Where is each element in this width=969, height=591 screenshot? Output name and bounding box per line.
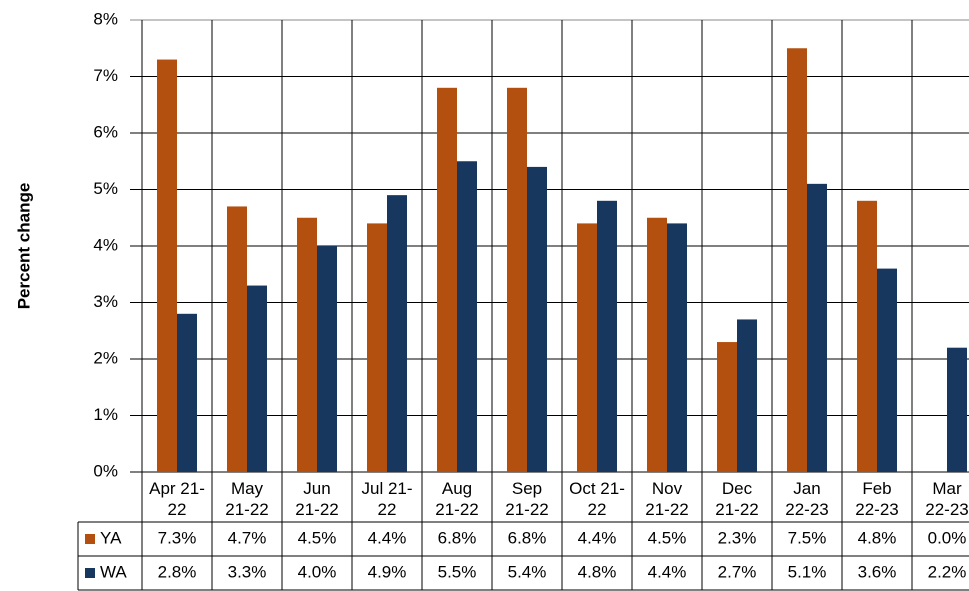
y-tick-label: 3% — [93, 292, 118, 311]
bar — [577, 223, 597, 472]
table-value: 4.5% — [648, 528, 687, 547]
x-tick-label: Aug 21-22 — [435, 479, 479, 519]
x-tick-label: Jul 21-22 — [361, 479, 413, 519]
table-value: 5.4% — [508, 562, 547, 581]
table-value: 6.8% — [508, 528, 547, 547]
y-tick-label: 6% — [93, 122, 118, 141]
bar — [807, 183, 827, 472]
x-tick-label: Apr 21-22 — [149, 479, 205, 519]
y-tick-label: 7% — [93, 66, 118, 85]
y-tick-label: 1% — [93, 405, 118, 424]
x-tick-label: Nov 21-22 — [645, 479, 689, 519]
x-tick-label: Jan 22-23 — [785, 479, 829, 519]
x-tick-label: Jun 21-22 — [295, 479, 339, 519]
bar — [437, 87, 457, 473]
table-value: 2.2% — [928, 562, 967, 581]
bar — [527, 166, 547, 472]
table-value: 6.8% — [438, 528, 477, 547]
bar — [177, 313, 197, 472]
bar — [947, 347, 967, 472]
table-value: 2.3% — [718, 528, 757, 547]
x-tick-label: Oct 21-22 — [569, 479, 625, 519]
bar — [857, 200, 877, 473]
x-tick-label: Dec 21-22 — [715, 479, 759, 519]
legend-label: WA — [100, 562, 127, 581]
legend-swatch — [85, 534, 95, 544]
bar — [597, 200, 617, 473]
y-tick-label: 4% — [93, 235, 118, 254]
table-value: 4.8% — [578, 562, 617, 581]
table-value: 2.8% — [158, 562, 197, 581]
bar — [387, 195, 407, 472]
table-value: 5.1% — [788, 562, 827, 581]
bar — [507, 87, 527, 473]
bar — [157, 59, 177, 473]
x-tick-label: Feb 22-23 — [855, 479, 899, 519]
bar — [247, 285, 267, 472]
table-value: 4.9% — [368, 562, 407, 581]
bar — [227, 206, 247, 472]
table-value: 7.5% — [788, 528, 827, 547]
y-tick-label: 8% — [93, 9, 118, 28]
bar — [787, 48, 807, 472]
y-tick-label: 5% — [93, 179, 118, 198]
y-tick-label: 2% — [93, 348, 118, 367]
table-value: 5.5% — [438, 562, 477, 581]
bar — [647, 217, 667, 472]
y-axis-label: Percent change — [14, 183, 33, 310]
table-value: 4.5% — [298, 528, 337, 547]
bar — [367, 223, 387, 472]
table-value: 3.6% — [858, 562, 897, 581]
legend-swatch — [85, 568, 95, 578]
y-tick-label: 0% — [93, 461, 118, 480]
bar — [737, 319, 757, 472]
bar — [297, 217, 317, 472]
table-value: 0.0% — [928, 528, 967, 547]
table-value: 4.7% — [228, 528, 267, 547]
table-value: 4.0% — [298, 562, 337, 581]
bar — [877, 268, 897, 472]
bar — [717, 342, 737, 472]
bar — [317, 246, 337, 472]
table-value: 4.4% — [648, 562, 687, 581]
table-value: 2.7% — [718, 562, 757, 581]
x-tick-label: May 21-22 — [225, 479, 269, 519]
bar — [667, 223, 687, 472]
legend-label: YA — [100, 528, 122, 547]
bar — [457, 161, 477, 472]
x-tick-label: Sep 21-22 — [505, 479, 549, 519]
table-value: 7.3% — [158, 528, 197, 547]
x-tick-label: Mar 22-23 — [925, 479, 969, 519]
table-value: 4.4% — [578, 528, 617, 547]
table-value: 4.8% — [858, 528, 897, 547]
table-value: 3.3% — [228, 562, 267, 581]
table-value: 4.4% — [368, 528, 407, 547]
